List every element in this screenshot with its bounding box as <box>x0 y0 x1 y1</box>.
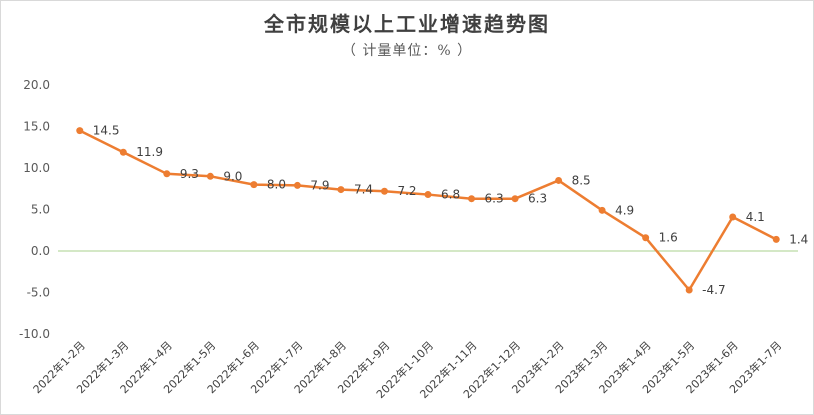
data-label: 4.9 <box>615 203 634 217</box>
y-tick-label: 10.0 <box>23 161 50 175</box>
chart-title: 全市规模以上工业增速趋势图 <box>264 12 550 36</box>
data-point <box>119 148 127 156</box>
data-label: 6.3 <box>528 192 547 206</box>
data-label: 1.6 <box>659 231 678 245</box>
data-label: 9.0 <box>223 169 242 183</box>
data-point <box>424 191 432 199</box>
data-point <box>163 170 171 178</box>
data-point <box>642 234 650 242</box>
data-point <box>337 186 345 194</box>
data-point <box>729 213 737 221</box>
data-point <box>380 187 388 195</box>
x-axis: 2022年1-2月2022年1-3月2022年1-4月2022年1-5月2022… <box>30 338 784 401</box>
data-labels: 14.5 11.9 9.3 9.0 8.0 7.9 7.4 7.2 6.8 6.3 6.3 8.5 4.… <box>93 124 809 297</box>
chart-subtitle: （ 计量单位：% ） <box>341 43 473 59</box>
y-tick-label: -5.0 <box>27 286 50 300</box>
data-points <box>76 127 780 294</box>
data-point <box>468 195 476 203</box>
data-label: 11.9 <box>136 145 163 159</box>
data-label: 6.8 <box>441 188 460 202</box>
y-tick-label: 5.0 <box>31 203 50 217</box>
data-label: 1.4 <box>789 232 808 246</box>
data-label: 14.5 <box>93 124 120 138</box>
data-label: 9.3 <box>180 167 199 181</box>
data-label: 6.3 <box>485 192 504 206</box>
data-point <box>772 235 780 243</box>
data-label: 7.4 <box>354 183 373 197</box>
data-label: 7.2 <box>397 184 416 198</box>
data-label: -4.7 <box>702 283 725 297</box>
data-point <box>685 286 693 294</box>
data-label: 4.1 <box>746 210 765 224</box>
data-label: 8.5 <box>572 173 591 187</box>
y-tick-label: 15.0 <box>23 120 50 134</box>
data-point <box>511 195 519 203</box>
data-point <box>555 176 563 184</box>
data-point <box>598 206 606 214</box>
y-axis: 20.0 15.0 10.0 5.0 0.0 -5.0 -10.0 <box>19 78 50 341</box>
data-point <box>76 127 84 135</box>
data-point <box>250 181 258 189</box>
y-tick-label: -10.0 <box>19 327 50 341</box>
data-point <box>206 172 214 180</box>
y-tick-label: 20.0 <box>23 78 50 92</box>
data-label: 8.0 <box>267 178 286 192</box>
data-label: 7.9 <box>310 178 329 192</box>
y-tick-label: 0.0 <box>31 244 50 258</box>
series-line <box>79 129 777 292</box>
data-point <box>293 181 301 189</box>
